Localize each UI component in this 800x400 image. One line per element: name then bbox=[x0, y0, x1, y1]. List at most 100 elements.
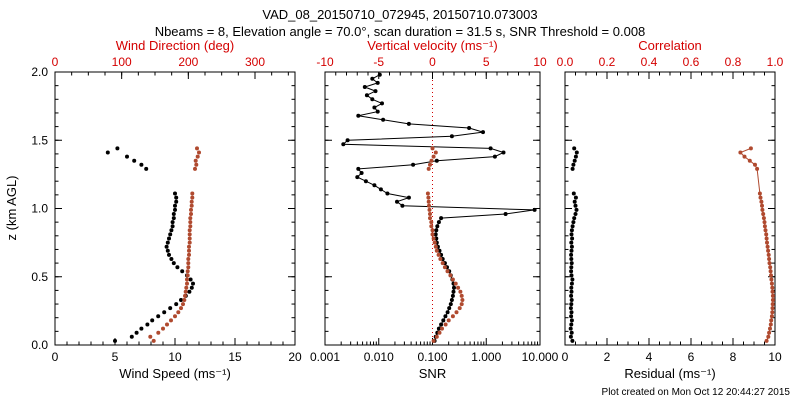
correlation-point bbox=[767, 257, 772, 261]
wind-direction-point bbox=[173, 314, 177, 319]
top-tick-label: 200 bbox=[178, 55, 198, 69]
residual-point bbox=[569, 252, 574, 257]
snr-point bbox=[456, 285, 461, 290]
residual-point bbox=[569, 269, 574, 274]
wind-direction-point bbox=[176, 310, 181, 315]
vertical-velocity-point bbox=[532, 207, 537, 212]
plot-subtitle: Nbeams = 8, Elevation angle = 70.0°, sca… bbox=[154, 24, 646, 39]
residual-point bbox=[569, 289, 574, 294]
snr-point bbox=[458, 289, 463, 294]
wind-direction-point bbox=[187, 244, 191, 249]
wind-direction-point bbox=[193, 166, 197, 171]
wind-direction-point bbox=[190, 191, 195, 196]
residual-point bbox=[572, 199, 577, 204]
top-tick-label: 0.2 bbox=[599, 55, 616, 69]
top-axis-title: Wind Direction (deg) bbox=[116, 38, 235, 53]
residual-point bbox=[568, 326, 573, 331]
wind-speed-point bbox=[125, 154, 129, 159]
residual-point bbox=[571, 162, 576, 167]
residual-point bbox=[570, 277, 575, 282]
residual-point bbox=[569, 281, 574, 286]
correlation-point bbox=[761, 212, 766, 216]
vertical-velocity-point bbox=[411, 162, 416, 167]
wind-direction-point bbox=[182, 298, 187, 302]
bottom-tick-label: 0 bbox=[562, 350, 569, 364]
wind-direction-point bbox=[189, 212, 193, 216]
wind-speed-point bbox=[170, 224, 175, 229]
vertical-velocity-point bbox=[370, 76, 375, 81]
correlation-point bbox=[762, 220, 767, 225]
snr-point bbox=[428, 216, 432, 221]
snr-point bbox=[448, 273, 453, 278]
panel-residual-correlation: 0 2 4 6 8 10 0.0 0.2 0.4 0.6 0.8 1.0 Residual (ms⁻¹)… bbox=[557, 38, 784, 381]
residual-series bbox=[568, 146, 579, 343]
vertical-velocity-point bbox=[355, 175, 360, 180]
vertical-velocity-point bbox=[341, 142, 346, 147]
wind-direction-point bbox=[186, 257, 191, 261]
top-tick-label: 0.4 bbox=[641, 55, 658, 69]
correlation-point bbox=[768, 269, 773, 274]
snr-point bbox=[430, 228, 435, 233]
correlation-point bbox=[747, 158, 752, 163]
wind-direction-point bbox=[151, 338, 156, 343]
snr-point bbox=[436, 252, 441, 257]
vertical-velocity-point bbox=[375, 109, 380, 114]
snr-point bbox=[454, 310, 459, 315]
residual-point bbox=[573, 154, 578, 159]
wind-direction-point bbox=[185, 273, 190, 278]
correlation-point bbox=[766, 252, 771, 257]
vertical-velocity-point bbox=[434, 158, 439, 163]
correlation-point bbox=[770, 285, 775, 290]
top-tick-label: -10 bbox=[316, 55, 334, 69]
top-tick-label: 300 bbox=[245, 55, 265, 69]
wind-direction-point bbox=[186, 265, 191, 270]
wind-speed-point bbox=[171, 216, 176, 221]
wind-direction-point bbox=[188, 224, 193, 229]
residual-point bbox=[570, 236, 575, 241]
vertical-velocity-point bbox=[377, 72, 382, 77]
snr-point bbox=[440, 261, 445, 266]
top-tick-label: 0.0 bbox=[557, 55, 574, 69]
vertical-velocity-point bbox=[450, 293, 455, 298]
wind-speed-point bbox=[173, 207, 177, 212]
vertical-velocity-point bbox=[435, 224, 440, 229]
snr-point bbox=[443, 322, 448, 327]
vertical-velocity-point bbox=[362, 85, 367, 89]
correlation-point bbox=[766, 334, 771, 339]
wind-direction-point bbox=[169, 318, 173, 323]
wind-speed-point bbox=[145, 322, 150, 327]
snr-point bbox=[434, 248, 439, 253]
bottom-axis-title: Wind Speed (ms⁻¹) bbox=[119, 366, 231, 381]
y-tick-label: 2.0 bbox=[31, 65, 48, 79]
correlation-point bbox=[758, 195, 763, 200]
vertical-velocity-point bbox=[449, 134, 454, 139]
vertical-velocity-series bbox=[341, 72, 537, 343]
vertical-velocity-point bbox=[503, 212, 508, 216]
bottom-axis-title: SNR bbox=[419, 366, 446, 381]
snr-point bbox=[429, 224, 434, 229]
snr-point bbox=[434, 334, 439, 339]
snr-point bbox=[433, 244, 438, 249]
vertical-velocity-point bbox=[356, 113, 361, 118]
correlation-point bbox=[738, 150, 743, 155]
wind-speed-point bbox=[167, 236, 171, 241]
residual-point bbox=[569, 314, 574, 319]
correlation-point bbox=[755, 166, 760, 171]
wind-speed-point bbox=[132, 158, 137, 163]
residual-point bbox=[574, 150, 579, 155]
residual-point bbox=[569, 302, 574, 307]
vertical-velocity-point bbox=[380, 101, 384, 106]
wind-speed-point bbox=[174, 199, 179, 204]
wind-direction-point bbox=[156, 330, 161, 335]
snr-point bbox=[431, 236, 436, 241]
plot-frame bbox=[54, 71, 296, 346]
top-tick-label: 0 bbox=[52, 55, 59, 69]
correlation-point bbox=[768, 322, 773, 327]
vertical-velocity-point bbox=[447, 306, 452, 311]
snr-point bbox=[427, 203, 431, 208]
residual-point bbox=[569, 228, 574, 233]
wind-speed-point bbox=[165, 240, 170, 245]
bottom-tick-label: 15 bbox=[228, 350, 242, 364]
correlation-point bbox=[765, 240, 769, 245]
